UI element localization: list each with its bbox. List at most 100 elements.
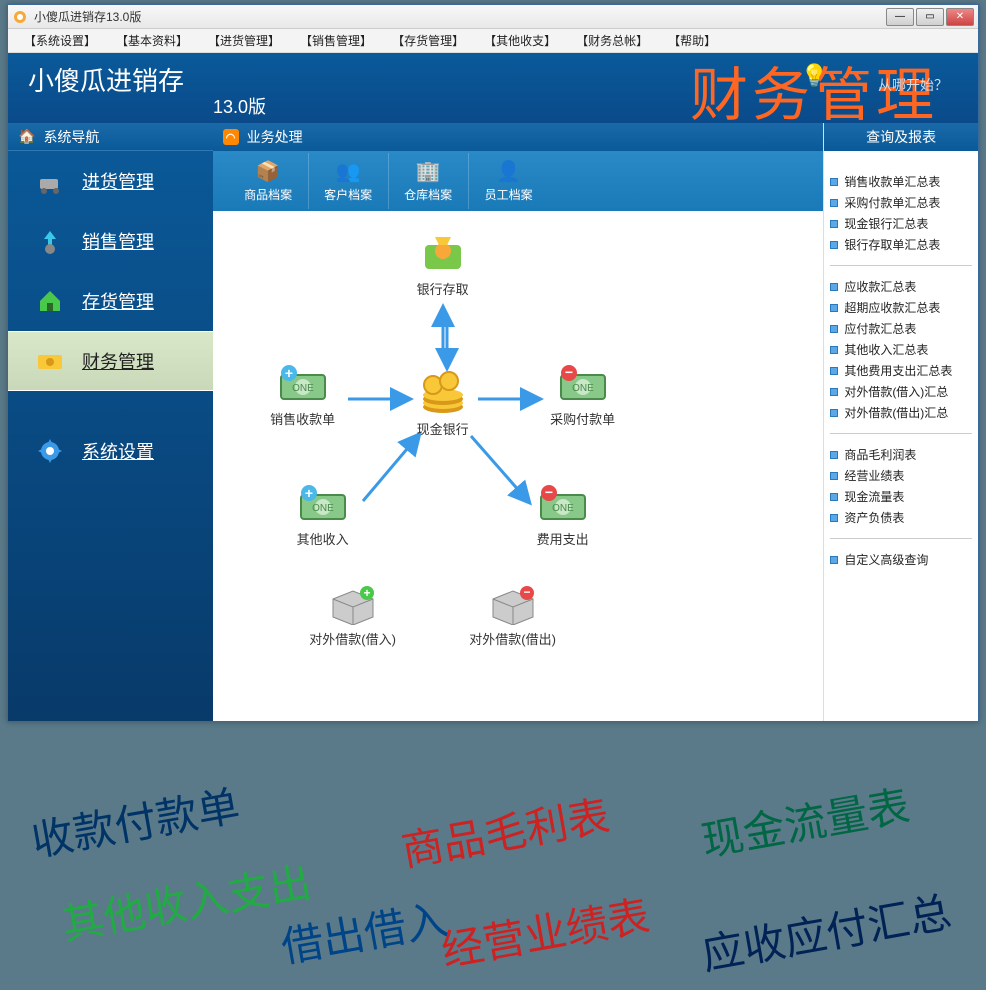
report-link[interactable]: 商品毛利润表 [830,444,972,465]
titlebar: 小傻瓜进销存13.0版 — ▭ ✕ [8,5,978,29]
bullet-icon [830,325,838,333]
sidebar-item-label: 系统设置 [82,438,154,464]
menu-item-4[interactable]: 【存货管理】 [384,30,472,51]
minimize-button[interactable]: — [886,8,914,26]
report-link[interactable]: 应付款汇总表 [830,318,972,339]
toolbar-label: 仓库档案 [404,186,452,203]
menu-item-2[interactable]: 【进货管理】 [200,30,288,51]
money-icon [36,347,64,375]
bullet-icon [830,472,838,480]
toolbar-btn-3[interactable]: 👤员工档案 [469,153,549,209]
report-link[interactable]: 超期应收款汇总表 [830,297,972,318]
close-button[interactable]: ✕ [946,8,974,26]
menu-item-0[interactable]: 【系统设置】 [16,30,104,51]
report-link-label: 商品毛利润表 [844,446,916,463]
app-title: 小傻瓜进销存 [28,61,184,98]
toolbar-btn-0[interactable]: 📦商品档案 [229,153,309,209]
header: 小傻瓜进销存 13.0版 财务管理 💡 从哪开始？ [8,53,978,123]
report-link[interactable]: 销售收款单汇总表 [830,171,972,192]
menu-item-6[interactable]: 【财务总帐】 [568,30,656,51]
bullet-icon [830,388,838,396]
sidebar-item-cart[interactable]: 进货管理 [8,151,213,211]
report-link-label: 对外借款(借入)汇总 [844,383,948,400]
box-minus-icon: − [485,581,541,625]
gear-icon [36,437,64,465]
sidebar-item-label: 销售管理 [82,228,154,254]
menu-item-3[interactable]: 【销售管理】 [292,30,380,51]
report-link[interactable]: 应收款汇总表 [830,276,972,297]
toolbar: 📦商品档案 👥 客户档案 🏢 仓库档案 👤员工档案 [213,151,824,211]
right-panel-body: 销售收款单汇总表采购付款单汇总表现金银行汇总表银行存取单汇总表应收款汇总表超期应… [824,151,978,576]
cash-minus-icon: ONE− [555,361,611,405]
flow-node-borrow_in[interactable]: +对外借款(借入) [303,581,403,648]
sidebar-item-coin-up[interactable]: 销售管理 [8,211,213,271]
report-link-label: 其他收入汇总表 [844,341,928,358]
toolbar-label: 客户档案 [324,186,372,203]
promo-text-6: 应收应付汇总 [697,879,956,983]
report-link-label: 应付款汇总表 [844,320,916,337]
flow-node-cash[interactable]: 现金银行 [393,371,493,438]
report-link-label: 应收款汇总表 [844,278,916,295]
flow-node-expense[interactable]: ONE−费用支出 [513,481,613,548]
report-link[interactable]: 采购付款单汇总表 [830,192,972,213]
maximize-button[interactable]: ▭ [916,8,944,26]
report-link-label: 超期应收款汇总表 [844,299,940,316]
bullet-icon [830,451,838,459]
sidebar-item-label: 存货管理 [82,288,154,314]
cash-plus-icon: ONE+ [295,481,351,525]
svg-text:+: + [363,586,370,600]
promo-area: 收款付款单其他收入支出借出借入商品毛利表经营业绩表现金流量表应收应付汇总 [0,726,986,986]
bullet-icon [830,409,838,417]
report-link-label: 对外借款(借出)汇总 [844,404,948,421]
report-link[interactable]: 其他收入汇总表 [830,339,972,360]
report-link[interactable]: 银行存取单汇总表 [830,234,972,255]
report-link[interactable]: 对外借款(借出)汇总 [830,402,972,423]
menu-item-1[interactable]: 【基本资料】 [108,30,196,51]
bullet-icon [830,241,838,249]
report-link[interactable]: 经营业绩表 [830,465,972,486]
report-link[interactable]: 其他费用支出汇总表 [830,360,972,381]
toolbar-btn-2[interactable]: 🏢 仓库档案 [389,153,469,209]
flow-node-sales_receipt[interactable]: ONE+销售收款单 [253,361,353,428]
report-link-label: 销售收款单汇总表 [844,173,940,190]
flow-node-other_income[interactable]: ONE+其他收入 [273,481,373,548]
report-link-label: 资产负债表 [844,509,904,526]
help-text[interactable]: 从哪开始？ [878,75,948,95]
svg-text:ONE: ONE [312,503,334,514]
report-link-label: 现金银行汇总表 [844,215,928,232]
sidebar: 系统导航 进货管理销售管理存货管理财务管理系统设置 [8,123,213,721]
toolbar-icon: 🏢 [416,159,441,184]
sidebar-item-house[interactable]: 存货管理 [8,271,213,331]
sidebar-header: 系统导航 [8,123,213,151]
report-link[interactable]: 资产负债表 [830,507,972,528]
toolbar-btn-1[interactable]: 👥 客户档案 [309,153,389,209]
svg-text:+: + [304,485,312,501]
report-link-label: 其他费用支出汇总表 [844,362,952,379]
report-link[interactable]: 现金流量表 [830,486,972,507]
toolbar-icon: 👥 [336,159,361,184]
report-link-label: 银行存取单汇总表 [844,236,940,253]
rss-icon: ◠ [223,129,239,145]
sidebar-item-gear[interactable]: 系统设置 [8,421,213,481]
menu-item-5[interactable]: 【其他收支】 [476,30,564,51]
svg-text:ONE: ONE [292,383,314,394]
svg-text:−: − [564,364,572,380]
toolbar-icon: 📦 [256,159,281,184]
sidebar-item-money[interactable]: 财务管理 [8,331,213,391]
main-area: ◠ 业务处理 📦商品档案👥客户档案🏢仓库档案👤员工档案 [213,123,824,721]
bullet-icon [830,514,838,522]
flow-node-bank[interactable]: 银行存取 [393,231,493,298]
bulb-icon: 💡 [801,63,828,89]
node-label: 银行存取 [393,279,493,298]
node-label: 销售收款单 [253,409,353,428]
flow-node-borrow_out[interactable]: −对外借款(借出) [463,581,563,648]
coins-icon [415,371,471,415]
promo-text-4: 经营业绩表 [436,882,653,979]
svg-text:ONE: ONE [572,383,594,394]
node-label: 费用支出 [513,529,613,548]
flow-node-purchase_pay[interactable]: ONE−采购付款单 [533,361,633,428]
report-link[interactable]: 自定义高级查询 [830,549,972,570]
report-link[interactable]: 现金银行汇总表 [830,213,972,234]
promo-text-3: 商品毛利表 [396,782,613,879]
report-link[interactable]: 对外借款(借入)汇总 [830,381,972,402]
